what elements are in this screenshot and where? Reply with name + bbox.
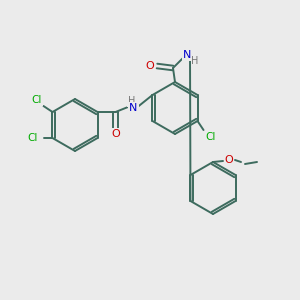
Text: H: H	[191, 56, 199, 66]
Text: N: N	[183, 50, 191, 60]
Text: N: N	[129, 103, 138, 113]
Text: O: O	[225, 155, 233, 165]
Text: O: O	[146, 61, 154, 71]
Text: O: O	[111, 129, 120, 139]
Text: H: H	[128, 96, 135, 106]
Text: Cl: Cl	[27, 133, 38, 143]
Text: Cl: Cl	[205, 132, 216, 142]
Text: Cl: Cl	[31, 95, 42, 105]
